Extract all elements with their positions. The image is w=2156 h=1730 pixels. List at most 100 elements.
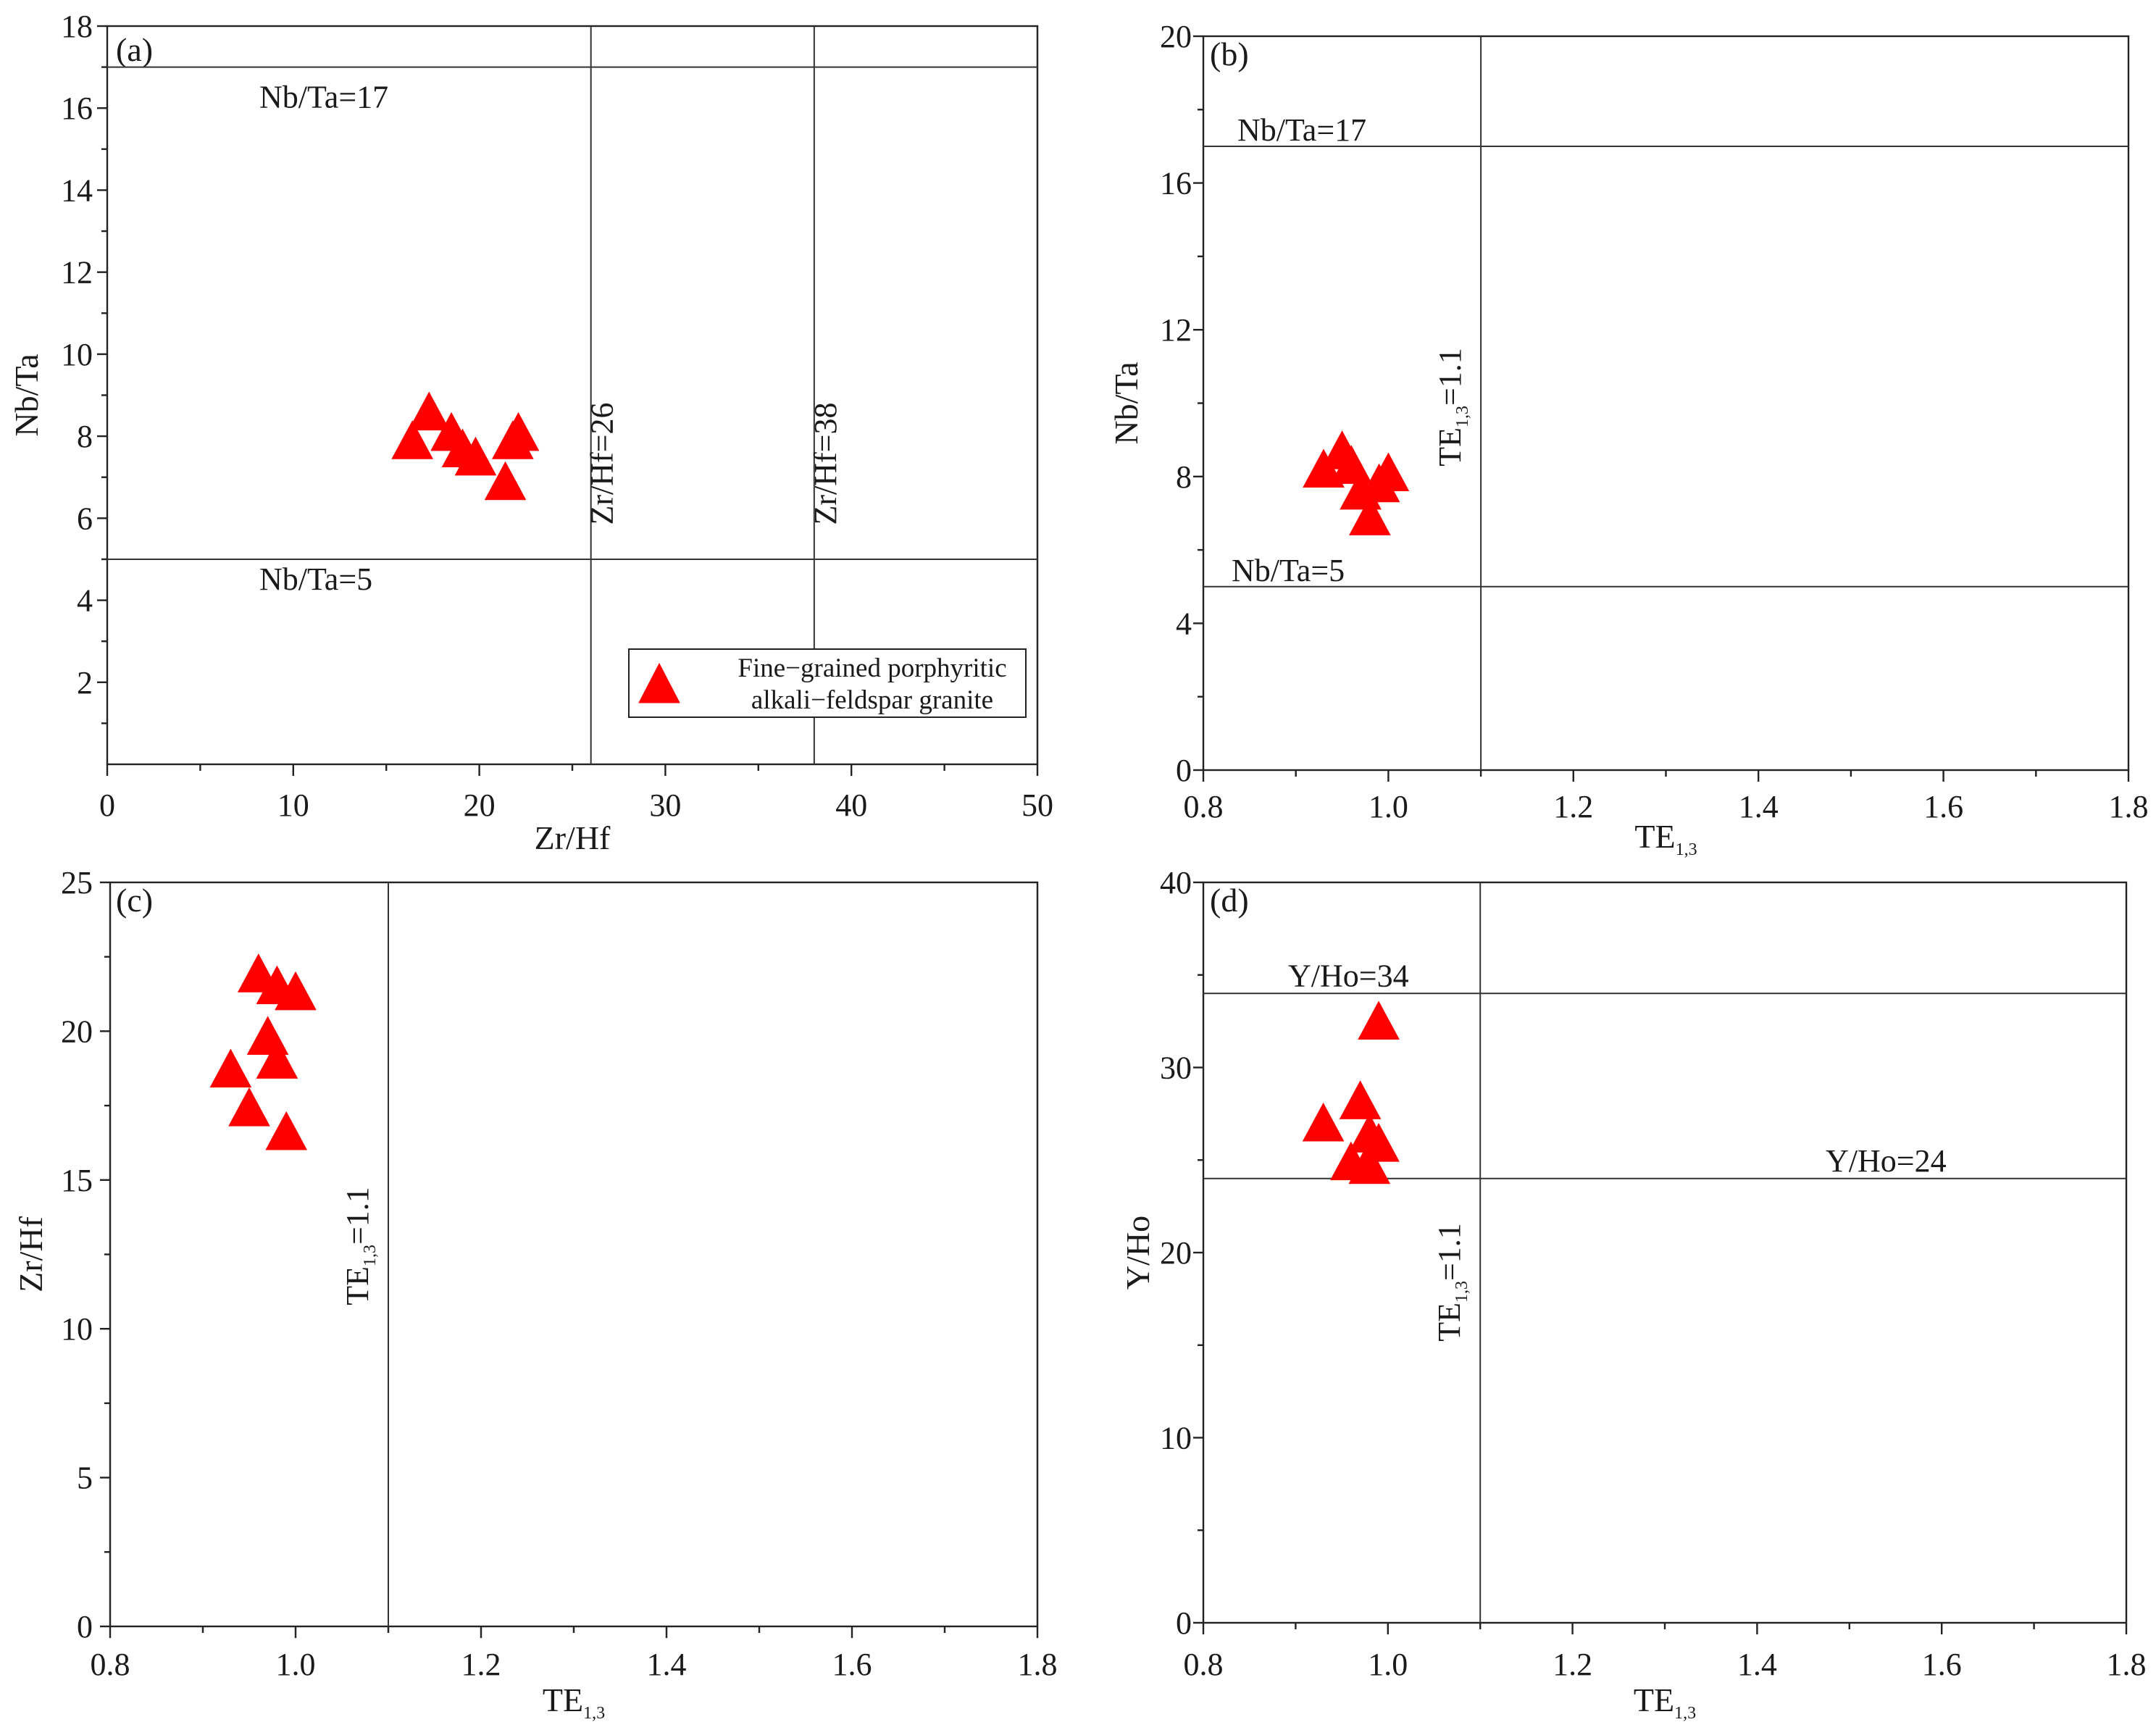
y-tick-label: 2 (77, 665, 93, 701)
reference-line-label: Nb/Ta=17 (259, 80, 388, 115)
data-point (1358, 1000, 1400, 1040)
y-tick-label: 16 (61, 91, 93, 126)
x-tick-label: 1.4 (1739, 789, 1779, 824)
x-tick-label: 50 (1021, 787, 1053, 823)
reference-line-label: Nb/Ta=5 (1232, 553, 1345, 588)
legend-label: alkali−feldspar granite (751, 685, 993, 715)
x-tick-label: 1.6 (1923, 789, 1963, 824)
x-tick-label: 20 (464, 787, 496, 823)
reference-line-label: TE1,3=1.1 (1432, 1223, 1471, 1342)
reference-line-label: Nb/Ta=17 (1237, 112, 1366, 148)
panel-c: 0.8 1.0 1.2 1.4 1.6 1.8 0 5 10 15 20 25 TE1,3 Zr/Hf (c… (12, 865, 1058, 1723)
y-tick-label: 10 (1160, 1421, 1192, 1456)
x-tick-label: 1.2 (1553, 1647, 1592, 1682)
x-tick-label: 0.8 (1184, 1647, 1224, 1682)
x-tick-label: 1.6 (832, 1647, 872, 1682)
reference-line-label: Y/Ho=34 (1288, 958, 1409, 993)
data-point (1348, 1145, 1391, 1184)
y-tick-label: 25 (61, 865, 93, 900)
data-point (265, 1111, 308, 1150)
panel-d: 0.8 1.0 1.2 1.4 1.6 1.8 0 10 20 30 40 TE1,3 Y/Ho (d) Y… (1119, 865, 2147, 1723)
legend-label: Fine−grained porphyritic (738, 653, 1006, 683)
x-axis-label: TE1,3 (1634, 1681, 1696, 1723)
reference-line-label: Y/Ho=24 (1826, 1143, 1947, 1179)
y-tick-label: 12 (1160, 312, 1192, 348)
x-tick-label: 30 (649, 787, 681, 823)
data-point (497, 411, 540, 451)
y-tick-label: 4 (77, 583, 93, 619)
x-tick-label: 1.0 (1369, 789, 1408, 824)
x-tick-label: 1.0 (1368, 1647, 1408, 1682)
panel-tag: (a) (116, 31, 153, 68)
y-axis-label: Nb/Ta (1108, 362, 1145, 444)
y-tick-label: 10 (61, 1311, 93, 1347)
y-axis-label: Y/Ho (1119, 1216, 1156, 1290)
x-tick-label: 0.8 (91, 1647, 130, 1682)
x-tick-label: 0.8 (1184, 789, 1224, 824)
y-tick-label: 18 (61, 9, 93, 44)
panel-tag: (b) (1210, 35, 1249, 72)
y-tick-label: 5 (77, 1461, 93, 1496)
x-tick-label: 1.2 (1553, 789, 1593, 824)
data-point (1302, 1102, 1345, 1142)
y-tick-label: 0 (77, 1609, 93, 1645)
x-tick-label: 10 (277, 787, 309, 823)
x-axis-label: Zr/Hf (535, 819, 611, 856)
reference-line-label: TE1,3=1.1 (340, 1187, 380, 1305)
x-axis-label: TE1,3 (1634, 818, 1697, 859)
y-tick-label: 30 (1160, 1050, 1192, 1086)
y-tick-label: 10 (61, 337, 93, 372)
panel-a: 0 10 20 30 40 50 2 4 6 8 10 12 14 16 18 Zr/Hf Nb/Ta (a) Nb… (8, 9, 1053, 856)
panel-tag: (d) (1210, 882, 1249, 919)
data-point (256, 1040, 298, 1079)
data-point (1349, 496, 1391, 535)
data-point (391, 420, 433, 459)
legend-box (628, 648, 1027, 718)
x-tick-label: 1.6 (1922, 1647, 1962, 1682)
y-axis-label: Nb/Ta (8, 354, 45, 436)
data-point (408, 391, 451, 431)
y-tick-label: 14 (61, 172, 93, 208)
y-tick-label: 4 (1176, 606, 1192, 641)
y-tick-label: 15 (61, 1163, 93, 1198)
data-point (228, 1087, 270, 1127)
panel-b: 0.8 1.0 1.2 1.4 1.6 1.8 0 4 8 12 16 20 TE1,3 Nb/Ta (b)… (1108, 19, 2149, 859)
y-tick-label: 16 (1160, 166, 1192, 201)
reference-line-label: Nb/Ta=5 (259, 561, 372, 597)
panel-tag: (c) (116, 882, 153, 919)
legend-marker (638, 662, 680, 703)
y-tick-label: 0 (1176, 1605, 1192, 1641)
data-point (1367, 452, 1410, 492)
x-tick-label: 1.4 (1737, 1647, 1777, 1682)
data-point (209, 1048, 252, 1088)
x-tick-label: 1.8 (2107, 1647, 2147, 1682)
reference-line-label: TE1,3=1.1 (1432, 348, 1472, 467)
y-tick-label: 12 (61, 255, 93, 291)
reference-line-label: Zr/Hf=26 (585, 403, 620, 525)
y-axis-label: Zr/Hf (12, 1216, 49, 1292)
x-tick-label: 1.0 (276, 1647, 316, 1682)
reference-line-label: Zr/Hf=38 (808, 403, 843, 525)
y-tick-label: 20 (1160, 19, 1192, 54)
y-tick-label: 8 (77, 419, 93, 454)
x-axis-label: TE1,3 (543, 1681, 605, 1723)
y-tick-label: 6 (77, 501, 93, 536)
data-point (484, 461, 527, 501)
y-tick-label: 8 (1176, 459, 1192, 495)
data-point (275, 971, 317, 1011)
x-tick-label: 40 (835, 787, 867, 823)
x-tick-label: 1.8 (2109, 789, 2149, 824)
y-tick-label: 40 (1160, 865, 1192, 900)
y-tick-label: 20 (61, 1014, 93, 1049)
y-tick-label: 20 (1160, 1235, 1192, 1271)
legend: Fine−grained porphyriticalkali−feldspar … (628, 648, 1027, 718)
y-tick-label: 0 (1176, 753, 1192, 788)
data-point (454, 436, 497, 476)
x-tick-label: 1.4 (647, 1647, 687, 1682)
x-tick-label: 0 (99, 787, 115, 823)
x-tick-label: 1.8 (1018, 1647, 1058, 1682)
x-tick-label: 1.2 (461, 1647, 501, 1682)
data-point (1339, 1080, 1382, 1119)
